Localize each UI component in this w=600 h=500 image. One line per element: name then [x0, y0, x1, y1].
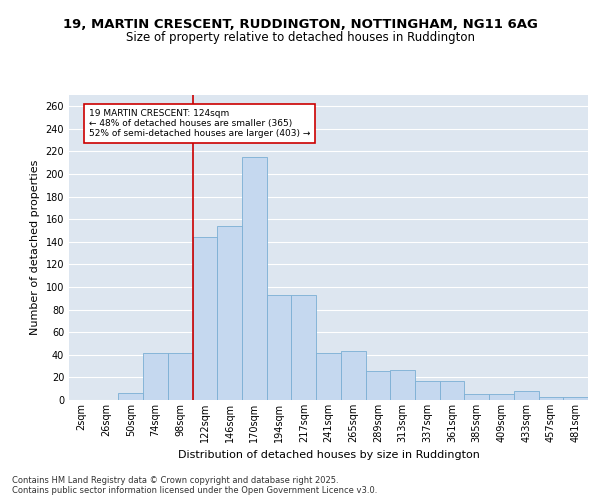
Bar — [316, 352, 341, 400]
Bar — [415, 381, 440, 400]
Text: Size of property relative to detached houses in Ruddington: Size of property relative to detached ho… — [125, 31, 475, 44]
Text: Contains HM Land Registry data © Crown copyright and database right 2025.
Contai: Contains HM Land Registry data © Crown c… — [12, 476, 377, 495]
Bar — [118, 393, 143, 400]
Bar — [292, 295, 316, 400]
Text: 19, MARTIN CRESCENT, RUDDINGTON, NOTTINGHAM, NG11 6AG: 19, MARTIN CRESCENT, RUDDINGTON, NOTTING… — [62, 18, 538, 30]
Bar — [193, 238, 217, 400]
X-axis label: Distribution of detached houses by size in Ruddington: Distribution of detached houses by size … — [178, 450, 479, 460]
Bar — [267, 295, 292, 400]
Bar — [168, 352, 193, 400]
Bar — [242, 157, 267, 400]
Bar — [539, 396, 563, 400]
Bar — [143, 352, 168, 400]
Text: 19 MARTIN CRESCENT: 124sqm
← 48% of detached houses are smaller (365)
52% of sem: 19 MARTIN CRESCENT: 124sqm ← 48% of deta… — [89, 108, 310, 138]
Bar — [440, 381, 464, 400]
Bar — [341, 352, 365, 400]
Bar — [514, 391, 539, 400]
Bar — [489, 394, 514, 400]
Bar — [464, 394, 489, 400]
Y-axis label: Number of detached properties: Number of detached properties — [30, 160, 40, 335]
Bar — [390, 370, 415, 400]
Bar — [365, 370, 390, 400]
Bar — [217, 226, 242, 400]
Bar — [563, 396, 588, 400]
